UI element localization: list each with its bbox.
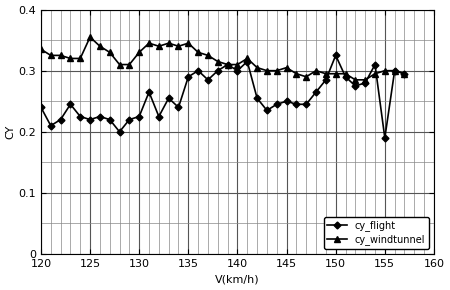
- cy_flight: [38, 106, 44, 109]
- Line: cy_flight: cy_flight: [39, 53, 407, 140]
- cy_windtunnel: [333, 72, 338, 75]
- cy_flight: [313, 90, 319, 94]
- cy_windtunnel: [146, 41, 152, 45]
- cy_flight: [77, 115, 83, 118]
- cy_flight: [274, 103, 279, 106]
- cy_flight: [353, 84, 358, 88]
- cy_flight: [87, 118, 93, 121]
- cy_windtunnel: [185, 41, 191, 45]
- cy_windtunnel: [97, 44, 103, 48]
- cy_windtunnel: [205, 54, 211, 57]
- cy_windtunnel: [303, 75, 309, 79]
- cy_flight: [333, 54, 338, 57]
- Legend: cy_flight, cy_windtunnel: cy_flight, cy_windtunnel: [324, 217, 429, 249]
- Line: cy_windtunnel: cy_windtunnel: [37, 34, 408, 83]
- cy_windtunnel: [264, 69, 270, 72]
- cy_flight: [372, 63, 378, 66]
- cy_flight: [254, 97, 260, 100]
- cy_windtunnel: [107, 50, 112, 54]
- cy_windtunnel: [48, 54, 54, 57]
- cy_windtunnel: [372, 72, 378, 75]
- cy_windtunnel: [313, 69, 319, 72]
- cy_windtunnel: [402, 72, 407, 75]
- cy_flight: [156, 115, 162, 118]
- cy_flight: [362, 81, 368, 85]
- cy_windtunnel: [284, 66, 289, 69]
- cy_flight: [97, 115, 103, 118]
- cy_windtunnel: [68, 57, 73, 60]
- cy_windtunnel: [176, 44, 181, 48]
- cy_windtunnel: [225, 63, 230, 66]
- cy_flight: [264, 109, 270, 112]
- X-axis label: V(km/h): V(km/h): [215, 274, 260, 284]
- cy_flight: [215, 69, 220, 72]
- cy_flight: [136, 115, 142, 118]
- cy_flight: [48, 124, 54, 127]
- cy_flight: [294, 103, 299, 106]
- cy_flight: [58, 118, 63, 121]
- cy_windtunnel: [235, 63, 240, 66]
- cy_windtunnel: [126, 63, 132, 66]
- cy_windtunnel: [136, 50, 142, 54]
- cy_flight: [205, 78, 211, 81]
- cy_flight: [176, 106, 181, 109]
- cy_flight: [68, 103, 73, 106]
- cy_windtunnel: [77, 57, 83, 60]
- cy_flight: [195, 69, 201, 72]
- cy_windtunnel: [323, 72, 328, 75]
- Y-axis label: CY: CY: [5, 125, 16, 139]
- cy_flight: [382, 136, 387, 140]
- cy_windtunnel: [362, 78, 368, 81]
- cy_flight: [323, 78, 328, 81]
- cy_flight: [402, 72, 407, 75]
- cy_windtunnel: [274, 69, 279, 72]
- cy_flight: [225, 63, 230, 66]
- cy_windtunnel: [294, 72, 299, 75]
- cy_windtunnel: [87, 35, 93, 39]
- cy_flight: [392, 69, 397, 72]
- cy_flight: [166, 97, 171, 100]
- cy_flight: [185, 75, 191, 79]
- cy_windtunnel: [392, 69, 397, 72]
- cy_windtunnel: [166, 41, 171, 45]
- cy_windtunnel: [353, 78, 358, 81]
- cy_windtunnel: [343, 72, 348, 75]
- cy_windtunnel: [117, 63, 122, 66]
- cy_windtunnel: [382, 69, 387, 72]
- cy_flight: [284, 99, 289, 103]
- cy_flight: [343, 75, 348, 79]
- cy_flight: [107, 118, 112, 121]
- cy_flight: [235, 69, 240, 72]
- cy_flight: [146, 90, 152, 94]
- cy_windtunnel: [244, 57, 250, 60]
- cy_windtunnel: [58, 54, 63, 57]
- cy_windtunnel: [38, 48, 44, 51]
- cy_flight: [244, 60, 250, 63]
- cy_flight: [303, 103, 309, 106]
- cy_windtunnel: [215, 60, 220, 63]
- cy_windtunnel: [254, 66, 260, 69]
- cy_windtunnel: [195, 50, 201, 54]
- cy_windtunnel: [156, 44, 162, 48]
- cy_flight: [117, 130, 122, 133]
- cy_flight: [126, 118, 132, 121]
